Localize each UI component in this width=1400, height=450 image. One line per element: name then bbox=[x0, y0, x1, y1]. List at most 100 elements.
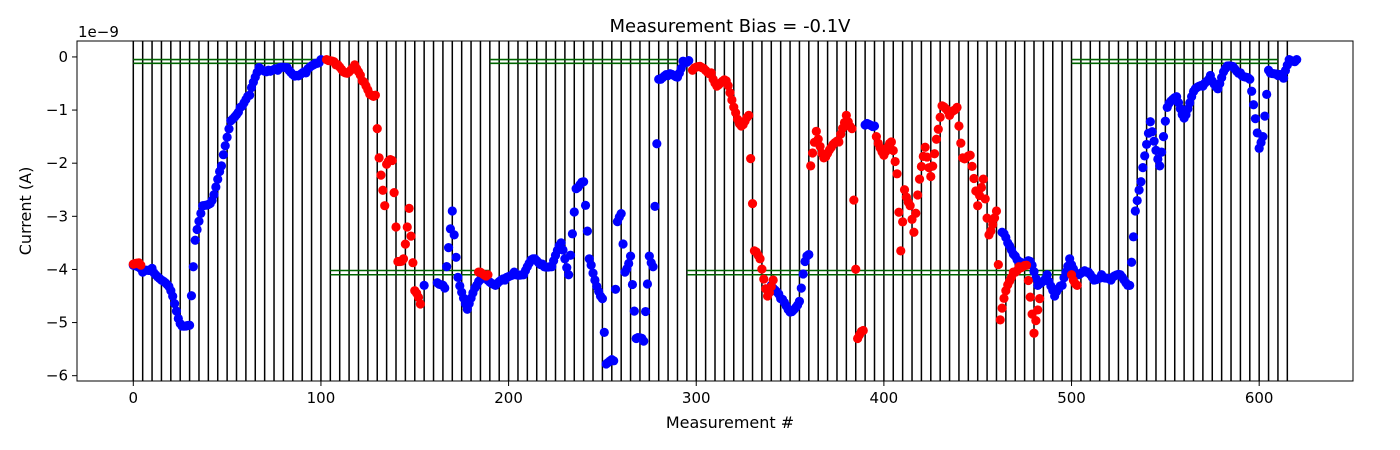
y-tick-label: 0 bbox=[58, 48, 68, 66]
red-point bbox=[976, 182, 987, 193]
red-point bbox=[806, 161, 816, 171]
y-axis-label: Current (A) bbox=[16, 167, 35, 256]
red-point bbox=[1031, 315, 1041, 326]
red-point bbox=[768, 275, 778, 285]
blue-point bbox=[869, 121, 880, 131]
blue-point bbox=[209, 190, 219, 200]
red-point bbox=[744, 110, 754, 120]
red-point bbox=[993, 259, 1003, 270]
red-point bbox=[372, 124, 382, 134]
red-point bbox=[849, 195, 859, 205]
red-point bbox=[911, 208, 921, 218]
red-point bbox=[928, 161, 938, 171]
red-point bbox=[755, 254, 765, 264]
red-point bbox=[969, 173, 979, 184]
red-point bbox=[935, 112, 945, 122]
blue-point bbox=[443, 243, 454, 253]
red-point bbox=[378, 185, 388, 195]
blue-point bbox=[196, 208, 206, 218]
red-point bbox=[811, 126, 821, 136]
blue-point bbox=[188, 262, 198, 272]
red-point bbox=[415, 299, 425, 309]
y-offset-label: 1e−9 bbox=[78, 23, 119, 41]
red-point bbox=[999, 293, 1009, 303]
blue-point bbox=[556, 238, 566, 248]
blue-point bbox=[1147, 127, 1157, 137]
blue-point bbox=[222, 132, 232, 142]
red-point bbox=[374, 153, 384, 163]
red-point bbox=[956, 138, 966, 148]
red-point bbox=[807, 148, 818, 158]
red-point bbox=[926, 171, 936, 182]
blue-point bbox=[629, 306, 639, 316]
blue-point bbox=[1250, 114, 1261, 124]
red-point bbox=[922, 152, 932, 162]
blue-point bbox=[168, 291, 178, 301]
blue-point bbox=[1155, 161, 1165, 171]
red-point bbox=[914, 174, 925, 184]
red-point bbox=[380, 201, 390, 211]
blue-point bbox=[1126, 257, 1137, 267]
blue-point bbox=[624, 258, 634, 269]
blue-point bbox=[192, 224, 202, 235]
red-point bbox=[888, 145, 898, 156]
red-point bbox=[896, 246, 906, 256]
blue-point bbox=[1140, 151, 1150, 161]
blue-point bbox=[1138, 163, 1148, 173]
blue-point bbox=[618, 239, 628, 249]
blue-point bbox=[1258, 132, 1268, 142]
blue-point bbox=[640, 306, 651, 317]
blue-point bbox=[224, 124, 234, 134]
blue-point bbox=[216, 161, 227, 171]
blue-point bbox=[447, 206, 457, 216]
red-point bbox=[389, 188, 399, 198]
red-point bbox=[982, 213, 992, 223]
blue-point bbox=[564, 270, 574, 280]
blue-point bbox=[419, 280, 429, 290]
blue-point bbox=[625, 251, 636, 261]
blue-point bbox=[684, 56, 694, 66]
y-tick-label: −3 bbox=[46, 207, 68, 225]
red-point bbox=[1072, 280, 1082, 290]
red-point bbox=[909, 227, 919, 237]
red-point bbox=[404, 203, 414, 213]
red-point bbox=[398, 254, 409, 264]
blue-point bbox=[1057, 280, 1067, 290]
red-point bbox=[406, 231, 416, 241]
red-point bbox=[400, 239, 410, 249]
blue-point bbox=[1278, 73, 1289, 83]
blue-point bbox=[569, 207, 579, 217]
blue-point bbox=[586, 260, 596, 270]
blue-point bbox=[440, 283, 450, 293]
red-point bbox=[815, 141, 825, 152]
red-point bbox=[931, 134, 942, 144]
red-point bbox=[391, 222, 401, 232]
red-point bbox=[995, 315, 1005, 325]
red-point bbox=[916, 161, 927, 172]
red-point bbox=[978, 174, 988, 184]
y-tick-label: −5 bbox=[46, 314, 68, 332]
blue-point bbox=[1125, 280, 1135, 290]
x-tick-label: 200 bbox=[494, 389, 523, 407]
blue-point bbox=[565, 250, 576, 260]
red-point bbox=[980, 194, 990, 204]
blue-point bbox=[582, 226, 593, 236]
blue-point bbox=[599, 327, 609, 338]
blue-point bbox=[1130, 206, 1140, 216]
red-point bbox=[1021, 260, 1032, 270]
blue-point bbox=[597, 294, 608, 304]
x-tick-label: 400 bbox=[870, 389, 899, 407]
red-point bbox=[991, 206, 1002, 216]
red-point bbox=[746, 154, 756, 164]
red-point bbox=[967, 161, 977, 171]
red-point bbox=[858, 325, 868, 336]
red-point bbox=[757, 264, 767, 274]
x-axis-label: Measurement # bbox=[666, 413, 794, 432]
blue-point bbox=[580, 200, 591, 210]
blue-point bbox=[794, 296, 805, 306]
red-point bbox=[1029, 328, 1039, 338]
red-point bbox=[954, 121, 964, 131]
y-tick-label: −6 bbox=[46, 367, 68, 385]
red-point bbox=[483, 270, 493, 280]
